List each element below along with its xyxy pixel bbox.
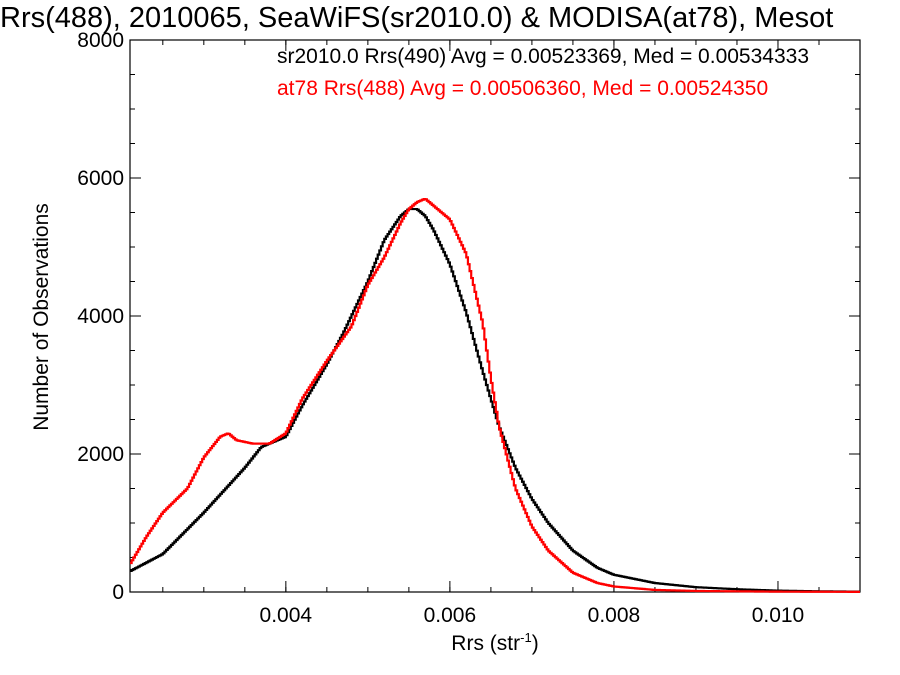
- y-tick-label: 6000: [77, 167, 124, 190]
- plot-frame: [129, 39, 861, 593]
- legend-entry-series-1: sr2010.0 Rrs(490) Avg = 0.00523369, Med …: [277, 45, 810, 68]
- x-axis-label-close: ): [531, 632, 539, 655]
- x-axis-label: Rrs (str-1): [451, 630, 538, 656]
- series-line-2: [130, 197, 860, 593]
- y-tick-label: 4000: [77, 305, 124, 328]
- x-tick-label: 0.004: [260, 604, 313, 627]
- y-tick-label: 0: [112, 581, 124, 604]
- x-tick-label: 0.006: [424, 604, 477, 627]
- chart-title: Rrs(488), 2010065, SeaWiFS(sr2010.0) & M…: [0, 2, 834, 34]
- y-tick-label: 8000: [77, 29, 124, 52]
- x-axis-label-main: Rrs (str: [451, 632, 521, 655]
- x-tick-label: 0.008: [588, 604, 641, 627]
- x-tick-label: 0.010: [752, 604, 805, 627]
- legend-entry-series-2: at78 Rrs(488) Avg = 0.00506360, Med = 0.…: [277, 77, 769, 100]
- x-axis-label-exponent: -1: [520, 630, 532, 645]
- y-tick-label: 2000: [77, 443, 124, 466]
